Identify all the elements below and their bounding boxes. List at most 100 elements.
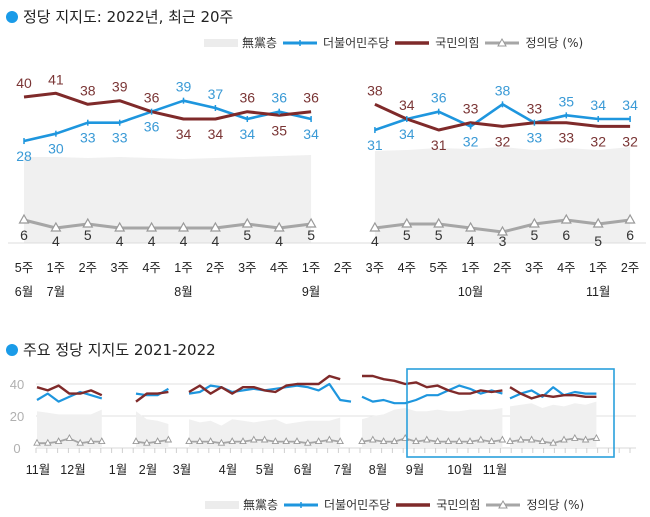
justice-point [304, 438, 312, 446]
legend-ppp-swatch [396, 502, 431, 507]
legend-justice-swatch [485, 37, 520, 46]
justice-line [135, 439, 169, 445]
justice-point [87, 437, 95, 445]
y-tick-label: 20 [10, 409, 24, 424]
legend-ppp-swatch [395, 40, 430, 45]
justice-point [82, 217, 94, 228]
justice-point [44, 438, 52, 446]
justice-point [379, 437, 388, 445]
legend-minjoo-swatch [283, 39, 318, 46]
justice-point [209, 221, 221, 232]
x-tick-label: 2주 [79, 261, 97, 275]
justice-point [239, 437, 247, 445]
month-label: 5월 [256, 463, 274, 477]
highlight-box [406, 368, 615, 458]
legend-ppp-label: 국민의힘 [436, 498, 481, 512]
minjoo-line [509, 386, 597, 400]
ppp-line [374, 102, 631, 132]
ppp-data-label: 34 [208, 126, 224, 142]
justice-point [164, 435, 173, 443]
justice-point [624, 213, 636, 224]
month-label: 10월 [458, 285, 483, 299]
month-label: 1월 [109, 463, 127, 477]
justice-data-label: 6 [20, 227, 28, 243]
bottom-legend: 無黨층 더불어민주당 국민의힘 정의당 (%) [205, 496, 584, 513]
top-legend: 無黨층 더불어민주당 국민의힘 정의당 (%) [204, 34, 583, 51]
nonparty-area [24, 155, 312, 243]
justice-point [466, 437, 474, 445]
legend-nonparty-label: 無黨층 [243, 498, 279, 512]
justice-point [527, 435, 536, 443]
month-label: 8월 [369, 463, 387, 477]
justice-point [325, 435, 334, 443]
legend-minjoo-label: 더불어민주당 [323, 36, 390, 50]
justice-point [369, 221, 381, 232]
ppp-data-label: 36 [144, 90, 160, 106]
justice-point [18, 213, 30, 224]
ppp-data-label: 32 [622, 133, 638, 149]
justice-point [571, 433, 579, 441]
legend-nonparty-label: 無黨층 [242, 36, 278, 50]
nonparty-area [362, 408, 503, 448]
justice-point [433, 217, 445, 228]
x-tick-label: 3주 [238, 261, 256, 275]
title-bullet-icon [6, 10, 18, 23]
justice-data-label: 5 [307, 227, 315, 243]
justice-point [65, 433, 74, 441]
ppp-line [23, 91, 312, 121]
justice-point [54, 437, 63, 445]
nonparty-area [37, 409, 102, 448]
justice-point [444, 437, 453, 445]
justice-point [433, 437, 442, 445]
justice-point [260, 435, 269, 443]
justice-point [498, 435, 507, 443]
justice-point [592, 433, 601, 441]
minjoo-data-label: 32 [463, 133, 479, 149]
x-tick-label: 4주 [398, 261, 416, 275]
month-label: 12월 [60, 463, 85, 477]
minjoo-line [23, 99, 312, 143]
justice-data-label: 6 [626, 227, 634, 243]
minjoo-data-label: 33 [80, 130, 96, 146]
justice-data-label: 5 [594, 233, 602, 249]
justice-data-label: 5 [243, 227, 251, 243]
legend-minjoo-swatch [284, 501, 319, 508]
minjoo-data-label: 33 [527, 130, 543, 146]
justice-point [538, 437, 547, 445]
minjoo-data-label: 34 [303, 126, 319, 142]
month-label: 7월 [47, 285, 65, 299]
top-chart-title-text: 정당 지지도: 2022년, 최근 20주 [23, 8, 234, 26]
justice-point [560, 213, 572, 224]
ppp-line [188, 374, 341, 395]
ppp-data-label: 33 [463, 101, 479, 117]
bottom-chart-title: 주요 정당 지지도 2021-2022 [6, 339, 216, 360]
justice-point [477, 435, 485, 443]
justice-point [314, 437, 323, 445]
justice-data-label: 5 [84, 227, 92, 243]
x-tick-label: 2주 [493, 261, 511, 275]
justice-data-label: 4 [371, 233, 379, 249]
justice-point [185, 437, 193, 445]
ppp-data-label: 34 [399, 97, 415, 113]
justice-point [153, 437, 162, 445]
x-tick-label: 1주 [174, 261, 192, 275]
title-bullet-icon [6, 343, 18, 356]
minjoo-line [36, 390, 103, 403]
justice-data-label: 3 [499, 233, 507, 249]
ppp-data-label: 32 [590, 133, 606, 149]
x-tick-label: 3주 [110, 261, 128, 275]
x-tick-label: 1주 [302, 261, 320, 275]
x-tick-label: 5주 [429, 261, 447, 275]
justice-point [369, 435, 377, 443]
ppp-data-label: 38 [80, 82, 96, 98]
minjoo-data-label: 36 [144, 119, 160, 135]
justice-point [241, 217, 253, 228]
ppp-data-label: 40 [16, 75, 32, 91]
legend-justice-label: 정의당 (%) [525, 36, 584, 50]
ppp-data-label: 33 [527, 101, 543, 117]
ppp-line [135, 390, 169, 403]
justice-point [401, 217, 413, 228]
justice-data-label: 6 [562, 227, 570, 243]
justice-data-label: 4 [52, 233, 60, 249]
x-tick-label: 3주 [366, 261, 384, 275]
